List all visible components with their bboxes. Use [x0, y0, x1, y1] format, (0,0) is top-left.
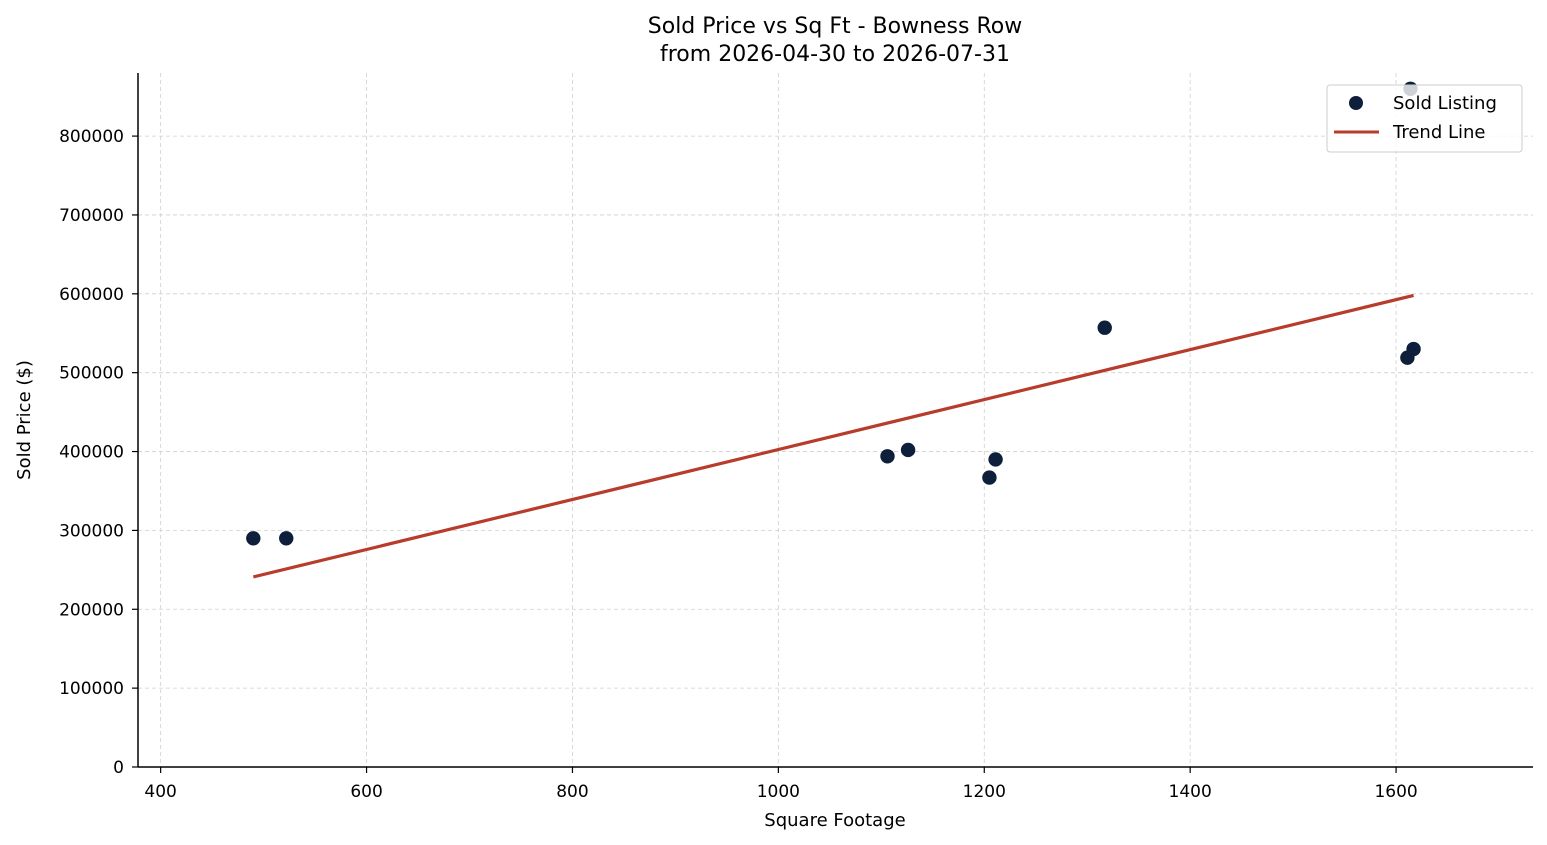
y-axis-label: Sold Price ($)	[14, 360, 35, 480]
data-point	[900, 442, 916, 458]
x-tick-label: 1600	[1374, 782, 1417, 802]
legend-label-trend-line: Trend Line	[1392, 122, 1486, 143]
trend-line	[252, 293, 1414, 579]
data-point	[988, 452, 1003, 467]
data-point	[982, 470, 997, 485]
y-tick-label: 800000	[59, 127, 124, 147]
data-point	[1097, 320, 1112, 335]
legend-marker-sold-listing	[1349, 96, 1363, 110]
x-tick-label: 400	[144, 782, 176, 802]
chart-title-line2: from 2026-04-30 to 2026-07-31	[660, 42, 1010, 67]
legend-label-sold-listing: Sold Listing	[1393, 93, 1497, 114]
points-layer	[246, 81, 1421, 546]
legend-box	[1326, 84, 1523, 153]
trend-line-layer	[252, 293, 1414, 579]
legend: Sold Listing Trend Line	[1326, 84, 1523, 153]
y-tick-label: 100000	[59, 679, 124, 699]
grid	[138, 73, 1533, 768]
x-tick-label: 1000	[757, 782, 800, 802]
y-tick-label: 200000	[59, 600, 124, 620]
x-axis-label: Square Footage	[764, 810, 905, 831]
y-tick-label: 400000	[59, 443, 124, 463]
y-tick-label: 600000	[59, 285, 124, 305]
x-tick-label: 1400	[1169, 782, 1212, 802]
data-point	[246, 531, 261, 546]
y-tick-label: 700000	[59, 206, 124, 226]
data-point	[1406, 341, 1421, 357]
chart-title-line1: Sold Price vs Sq Ft - Bowness Row	[648, 14, 1022, 39]
x-tick-label: 600	[350, 782, 382, 802]
x-tick-label: 800	[556, 782, 588, 802]
y-tick-label: 500000	[59, 364, 124, 384]
y-tick-label: 300000	[59, 521, 124, 541]
x-tick-label: 1200	[963, 782, 1006, 802]
data-point	[279, 531, 294, 546]
tick-labels: 400 600 800 1000 1200 1400 1600 0 100000 200000 30…	[59, 127, 1418, 802]
y-tick-label: 0	[113, 758, 124, 778]
axes	[132, 73, 1533, 773]
data-point	[880, 449, 895, 464]
